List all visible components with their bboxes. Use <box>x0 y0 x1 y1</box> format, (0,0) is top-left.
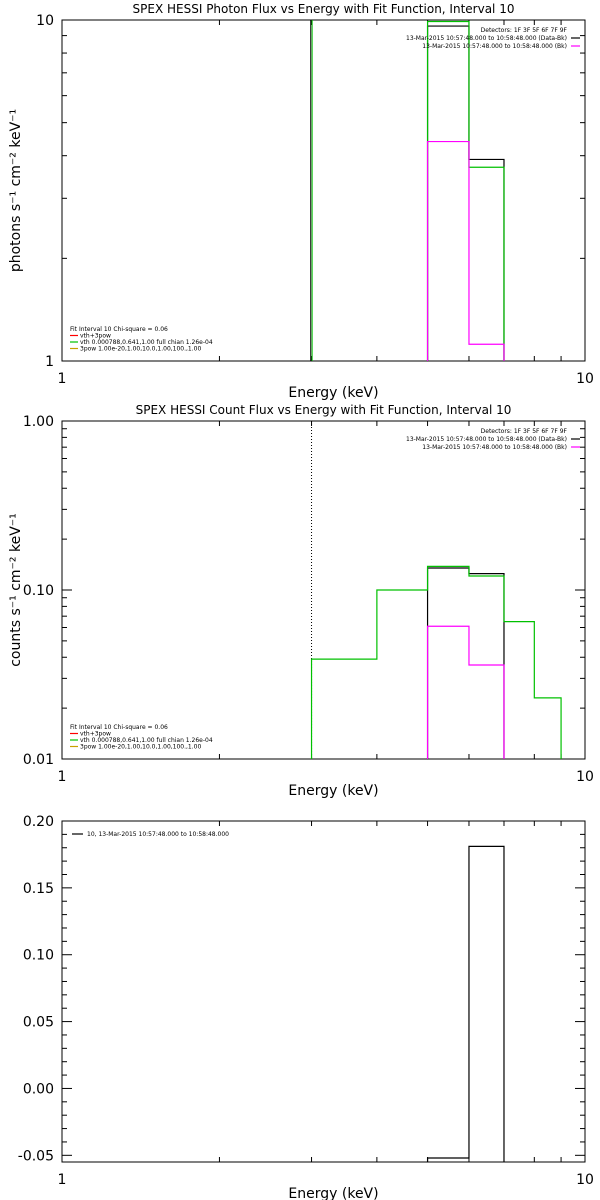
series-2-histogram <box>426 140 505 361</box>
y-tick-label: 0.10 <box>23 948 54 964</box>
legend-right-entry: Detectors: 1F 3F 5F 6F 7F 9F <box>481 428 568 435</box>
legend-right-entry: 13-Mar-2015 10:57:48.000 to 10:58:48.000… <box>422 43 567 50</box>
legend-left-entry: Fit Interval 10 Chi-square = 0.06 <box>70 724 168 731</box>
y-tick-label: -0.05 <box>18 1148 54 1164</box>
x-axis-label: Energy (keV) <box>288 1186 378 1200</box>
y-tick-label: 0.20 <box>23 814 54 830</box>
y-tick-label: 0.01 <box>23 752 54 768</box>
y-axis-label: photons s⁻¹ cm⁻² keV⁻¹ <box>8 109 24 272</box>
x-tick-label: 1 <box>58 769 67 785</box>
series-0-histogram <box>426 845 505 1162</box>
legend-right-entry: 13-Mar-2015 10:57:48.000 to 10:58:48.000… <box>406 35 567 42</box>
legend-right-entry: Detectors: 1F 3F 5F 6F 7F 9F <box>481 27 568 34</box>
legend-left-entry: 10, 13-Mar-2015 10:57:48.000 to 10:58:48… <box>87 831 229 838</box>
series-2-histogram <box>426 625 505 759</box>
y-tick-label: 0.15 <box>23 881 54 897</box>
plot-frame <box>61 820 586 1163</box>
y-tick-label: 1.00 <box>23 414 54 430</box>
legend-left-entry: vth+3pow <box>80 731 111 738</box>
legend-left-entry: vth 0.000788,0.641,1.00 full chian 1.26e… <box>80 737 213 744</box>
x-tick-label: 10 <box>576 1172 594 1188</box>
legend-left-entry: 3pow 1.00e-20,1.00,10.0,1.00,100.,1.00 <box>80 346 201 353</box>
legend-left-entry: 3pow 1.00e-20,1.00,10.0,1.00,100.,1.00 <box>80 744 201 751</box>
chart-title: SPEX HESSI Count Flux vs Energy with Fit… <box>136 403 512 417</box>
chart-title: SPEX HESSI Photon Flux vs Energy with Fi… <box>133 2 515 16</box>
plot-frame <box>61 420 586 760</box>
y-tick-label: 1 <box>45 354 54 370</box>
x-axis-label: Energy (keV) <box>288 783 378 799</box>
legend-right-entry: 13-Mar-2015 10:57:48.000 to 10:58:48.000… <box>406 436 567 443</box>
y-tick-label: 0.10 <box>23 583 54 599</box>
y-tick-label: 10 <box>36 13 54 29</box>
legend-left-entry: Fit Interval 10 Chi-square = 0.06 <box>70 326 168 333</box>
y-tick-label: 0.05 <box>23 1015 54 1031</box>
x-tick-label: 1 <box>58 371 67 387</box>
legend-right-entry: 13-Mar-2015 10:57:48.000 to 10:58:48.000… <box>422 444 567 451</box>
x-tick-label: 10 <box>576 769 594 785</box>
legend-left-entry: vth 0.000788,0.641,1.00 full chian 1.26e… <box>80 339 213 346</box>
series-0-histogram <box>426 567 505 759</box>
series-1-histogram <box>426 20 505 361</box>
x-tick-label: 10 <box>576 371 594 387</box>
y-axis-label: counts s⁻¹ cm⁻² keV⁻¹ <box>8 513 24 667</box>
plot-frame <box>61 19 586 362</box>
series-1-histogram <box>310 565 562 759</box>
x-axis-label: Energy (keV) <box>288 385 378 401</box>
legend-left-entry: vth+3pow <box>80 333 111 340</box>
series-0-histogram <box>426 25 505 361</box>
x-tick-label: 1 <box>58 1172 67 1188</box>
y-tick-label: 0.00 <box>23 1081 54 1097</box>
